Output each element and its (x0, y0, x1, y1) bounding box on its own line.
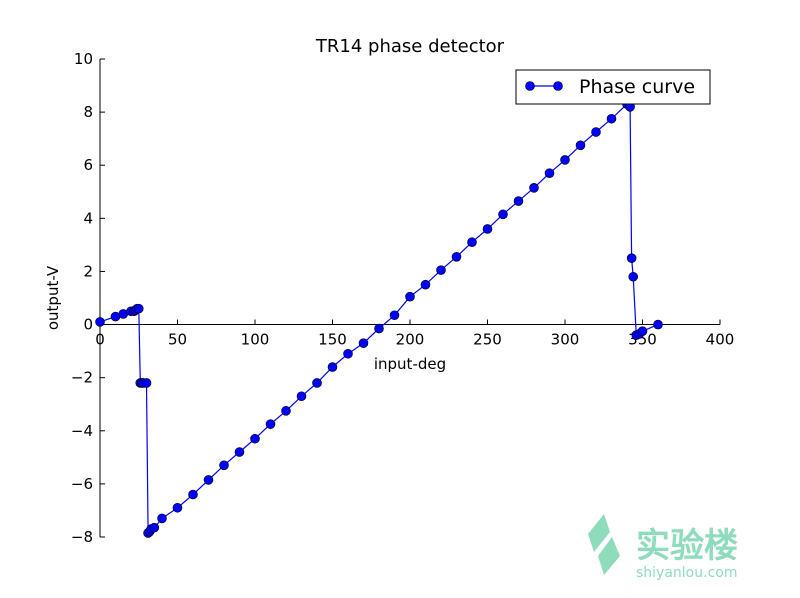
x-tick-label: 250 (473, 331, 502, 349)
data-point (513, 196, 524, 206)
data-point (544, 168, 555, 178)
data-point (653, 319, 663, 330)
data-point (405, 291, 415, 302)
y-tick-label: −4 (71, 422, 93, 440)
series-layer (95, 99, 663, 538)
data-point (358, 338, 369, 348)
legend-label: Phase curve (579, 76, 695, 98)
x-tick-label: 300 (551, 331, 580, 349)
watermark: 实验楼 shiyanlou.com (588, 514, 738, 581)
series-line (99, 103, 659, 535)
y-tick-label: −2 (71, 369, 93, 387)
y-tick-label: −8 (71, 528, 93, 546)
data-point (149, 522, 160, 533)
x-tick-label: 50 (168, 331, 187, 349)
data-point (389, 310, 400, 321)
data-point (95, 317, 105, 327)
data-point (327, 362, 338, 372)
watermark-logo-icon (588, 514, 620, 575)
y-axis-title: output-V (44, 265, 62, 330)
data-point (482, 224, 493, 234)
data-point (265, 419, 276, 429)
watermark-cn: 实验楼 (636, 526, 738, 566)
data-point (529, 182, 539, 193)
y-tick-label: 8 (83, 103, 93, 121)
y-tick-label: 2 (83, 262, 93, 280)
data-point (312, 378, 322, 388)
data-point (637, 326, 648, 336)
chart-title: TR14 phase detector (315, 36, 505, 57)
data-point (172, 502, 183, 513)
data-point (188, 489, 198, 500)
data-point (296, 391, 307, 402)
x-tick-label: 200 (396, 331, 425, 349)
data-point (498, 209, 508, 220)
data-point (451, 252, 462, 262)
legend-box (515, 69, 711, 105)
data-point (591, 127, 601, 137)
y-tick-label: −6 (71, 475, 93, 493)
data-point (234, 447, 245, 457)
legend: Phase curve (515, 69, 711, 105)
data-point (420, 279, 431, 290)
y-tick-label: 4 (83, 209, 93, 227)
data-point (219, 460, 229, 471)
data-point (250, 433, 260, 444)
data-point (141, 378, 152, 388)
data-point (606, 113, 617, 124)
x-tick-label: 150 (318, 331, 347, 349)
x-axis-title: input-deg (374, 355, 446, 373)
legend-marker-right (553, 81, 563, 91)
data-point (203, 475, 214, 485)
legend-marker-left (525, 81, 535, 91)
data-point (575, 140, 586, 151)
data-point (467, 237, 477, 248)
data-point (436, 265, 446, 275)
x-tick-label: 400 (706, 331, 735, 349)
y-tick-label: 0 (83, 316, 93, 334)
y-tick-label: 6 (83, 156, 93, 174)
data-point (157, 513, 167, 524)
data-point (374, 323, 384, 334)
data-point (133, 303, 144, 314)
data-point (628, 271, 639, 282)
data-point (626, 253, 637, 263)
watermark-en: shiyanlou.com (636, 565, 737, 581)
x-tick-label: 100 (241, 331, 270, 349)
data-point (281, 406, 291, 416)
y-tick-label: 10 (74, 50, 93, 68)
x-tick-label: 0 (95, 331, 105, 349)
data-point (560, 155, 570, 165)
data-point (343, 348, 353, 359)
